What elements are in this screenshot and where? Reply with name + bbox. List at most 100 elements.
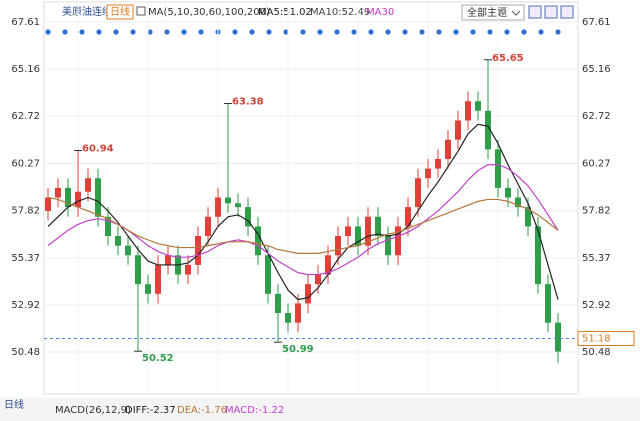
event-dot bbox=[181, 29, 187, 35]
event-dot bbox=[317, 29, 323, 35]
peak-label: 65.65 bbox=[492, 53, 524, 64]
event-dot bbox=[436, 29, 442, 35]
event-dot bbox=[62, 29, 68, 35]
candle-body bbox=[345, 226, 351, 237]
y-tick-label-right: 65.16 bbox=[582, 64, 611, 75]
trough-label: 50.99 bbox=[282, 344, 314, 355]
event-dot bbox=[266, 29, 272, 35]
y-tick-label: 60.27 bbox=[11, 158, 40, 169]
candle-body bbox=[535, 226, 541, 285]
event-dot bbox=[198, 29, 204, 35]
candle-body bbox=[295, 303, 301, 323]
y-tick-label: 50.48 bbox=[11, 347, 40, 358]
y-tick-label-right: 62.72 bbox=[582, 111, 611, 122]
candle-body bbox=[165, 255, 171, 265]
y-tick-label: 67.61 bbox=[11, 17, 40, 28]
event-dot bbox=[385, 29, 391, 35]
peak-label: 63.38 bbox=[232, 96, 264, 107]
tool-icon[interactable] bbox=[528, 5, 542, 19]
event-dot bbox=[147, 29, 153, 35]
candle-body bbox=[95, 178, 101, 217]
theme-label[interactable]: 全部主题 bbox=[467, 6, 507, 19]
period-box[interactable] bbox=[106, 4, 134, 20]
event-dot bbox=[419, 29, 425, 35]
event-dot bbox=[164, 29, 170, 35]
event-dot bbox=[113, 29, 119, 35]
candle-body bbox=[225, 197, 231, 204]
trough-label: 50.52 bbox=[142, 353, 174, 364]
candle-body bbox=[235, 203, 241, 208]
event-dot bbox=[249, 29, 255, 35]
candle-body bbox=[285, 313, 291, 323]
event-dot bbox=[504, 29, 510, 35]
period[interactable]: 日线 bbox=[110, 5, 130, 18]
candle-body bbox=[445, 139, 451, 159]
macd-diff: DIFF:-2.37 bbox=[125, 405, 176, 416]
candle-body bbox=[315, 274, 321, 285]
candle-body bbox=[105, 216, 111, 237]
event-dot bbox=[555, 29, 561, 35]
event-dot bbox=[283, 29, 289, 35]
event-dot bbox=[300, 29, 306, 35]
candle-body bbox=[85, 178, 91, 192]
event-dot bbox=[470, 29, 476, 35]
y-tick-label-right: 57.82 bbox=[582, 206, 611, 217]
ma-set: MA(5,10,30,60,100,200) bbox=[148, 7, 270, 18]
event-dot bbox=[402, 29, 408, 35]
tool-icon[interactable] bbox=[544, 5, 558, 19]
candle-body bbox=[55, 187, 61, 198]
y-tick-label-right: 55.37 bbox=[582, 253, 611, 264]
candle-body bbox=[195, 236, 201, 265]
ma-line bbox=[47, 164, 559, 276]
candle-body bbox=[205, 216, 211, 237]
y-tick-label: 62.72 bbox=[11, 111, 40, 122]
macd-dea: DEA:-1.76 bbox=[177, 405, 227, 416]
event-dot bbox=[130, 29, 136, 35]
y-tick-label-right: 52.92 bbox=[582, 300, 611, 311]
y-tick-label: 55.37 bbox=[11, 253, 40, 264]
candle-body bbox=[365, 216, 371, 246]
candle-body bbox=[215, 197, 221, 217]
event-dot bbox=[351, 29, 357, 35]
ma-line bbox=[47, 196, 559, 254]
footer-bar bbox=[0, 398, 640, 421]
y-tick-label: 52.92 bbox=[11, 300, 40, 311]
candle-body bbox=[425, 168, 431, 179]
event-dot bbox=[453, 29, 459, 35]
theme-button[interactable] bbox=[461, 4, 525, 21]
y-tick-label-right: 67.61 bbox=[582, 17, 611, 28]
candle-body bbox=[265, 255, 271, 294]
candle-body bbox=[355, 226, 361, 246]
candle-body bbox=[145, 284, 151, 294]
candle-body bbox=[245, 207, 251, 227]
event-dot bbox=[334, 29, 340, 35]
candle-body bbox=[405, 207, 411, 227]
candle-body bbox=[305, 284, 311, 304]
candle-body bbox=[525, 207, 531, 227]
candle-body bbox=[545, 284, 551, 323]
event-dot bbox=[45, 29, 51, 35]
candle-body bbox=[255, 226, 261, 256]
ma5: MA5:51.02 bbox=[258, 7, 312, 18]
candle-body bbox=[115, 236, 121, 246]
symbol: 美原油连续 bbox=[62, 5, 112, 18]
candle-body bbox=[395, 226, 401, 256]
footer-period[interactable]: 日线 bbox=[4, 398, 24, 411]
candle-body bbox=[455, 120, 461, 140]
candle-body bbox=[515, 197, 521, 208]
y-tick-label: 65.16 bbox=[11, 64, 40, 75]
candle-body bbox=[335, 236, 341, 256]
plot-frame bbox=[43, 1, 579, 395]
tool-icon[interactable] bbox=[560, 5, 574, 19]
candle-body bbox=[485, 110, 491, 150]
event-dot bbox=[232, 29, 238, 35]
candle-body bbox=[435, 158, 441, 169]
candle-body bbox=[45, 197, 51, 211]
y-tick-label: 57.82 bbox=[11, 206, 40, 217]
candle-body bbox=[385, 236, 391, 256]
ma10: MA10:52.49 bbox=[310, 7, 370, 18]
macd-set: MACD(26,12,9) bbox=[55, 405, 131, 416]
candle-body bbox=[505, 187, 511, 198]
event-dot bbox=[487, 29, 493, 35]
